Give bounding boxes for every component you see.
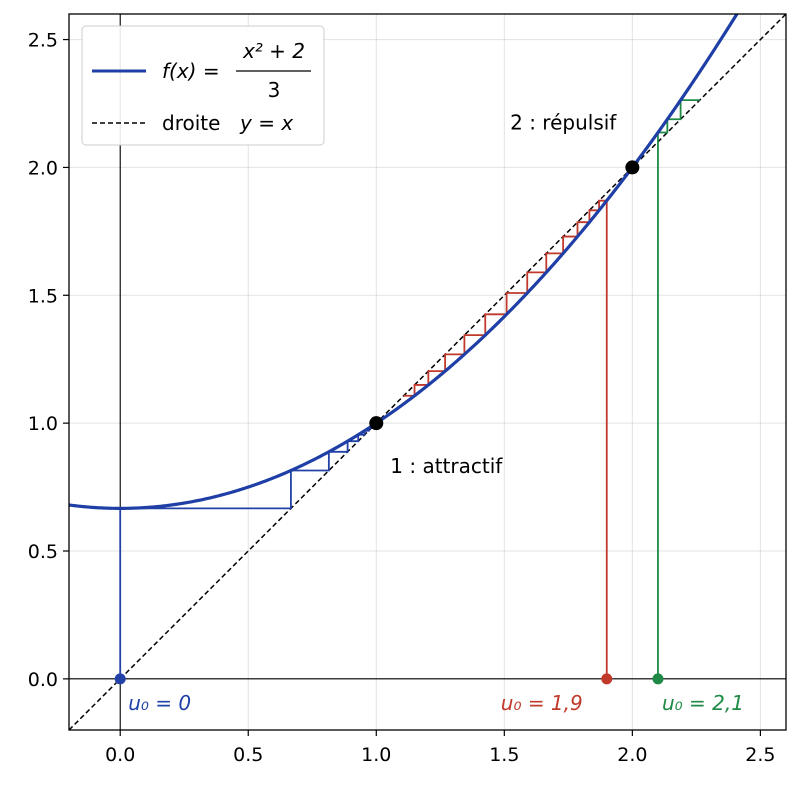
- y-tick-label: 0.0: [28, 669, 58, 691]
- start-value-label: u₀ = 2,1: [662, 691, 744, 715]
- axis-ticks: 0.0 0.5 1.0 1.5 2.0 2.5 0.0 0.5 1.0 1.5 2.0 2.5: [28, 30, 776, 766]
- x-tick-label: 2.5: [745, 744, 775, 766]
- y-tick-label: 1.5: [28, 285, 58, 307]
- y-tick-label: 2.5: [28, 30, 58, 52]
- y-tick-label: 1.0: [28, 413, 58, 435]
- annotations: 1 : attractif 2 : répulsif u₀ = 0 u₀ = 1,9 u…: [128, 110, 744, 714]
- function-curve: [69, 14, 739, 510]
- x-tick-label: 2.0: [617, 744, 647, 766]
- fixed-point-marker: [625, 160, 640, 175]
- grid: [69, 14, 786, 730]
- x-tick-label: 1.5: [489, 744, 519, 766]
- fixed-points: [114, 160, 664, 685]
- fixed-point-label: 2 : répulsif: [510, 110, 617, 134]
- start-point-marker: [114, 673, 126, 685]
- y-tick-label: 2.0: [28, 157, 58, 179]
- x-tick-label: 0.5: [233, 744, 263, 766]
- start-value-label: u₀ = 0: [128, 691, 191, 715]
- x-tick-label: 0.0: [105, 744, 135, 766]
- x-tick-label: 1.0: [361, 744, 391, 766]
- legend-curve-prefix: f(x) =: [162, 59, 220, 83]
- legend-diagonal-eq: y = x: [239, 111, 293, 135]
- start-point-marker: [652, 673, 664, 685]
- start-value-label: u₀ = 1,9: [501, 691, 583, 715]
- y-tick-label: 0.5: [28, 541, 58, 563]
- fixed-point-label: 1 : attractif: [390, 454, 503, 478]
- fixed-point-marker: [369, 416, 384, 431]
- legend-curve-numerator: x² + 2: [242, 39, 305, 63]
- legend-curve-denominator: 3: [268, 78, 281, 102]
- legend-box: [81, 25, 325, 146]
- start-point-marker: [601, 673, 613, 685]
- function-series: [69, 14, 739, 510]
- legend: f(x) = x² + 2 3 droite y = x: [81, 25, 325, 146]
- legend-diagonal-prefix: droite: [162, 111, 220, 135]
- plot-frame: [68, 13, 787, 731]
